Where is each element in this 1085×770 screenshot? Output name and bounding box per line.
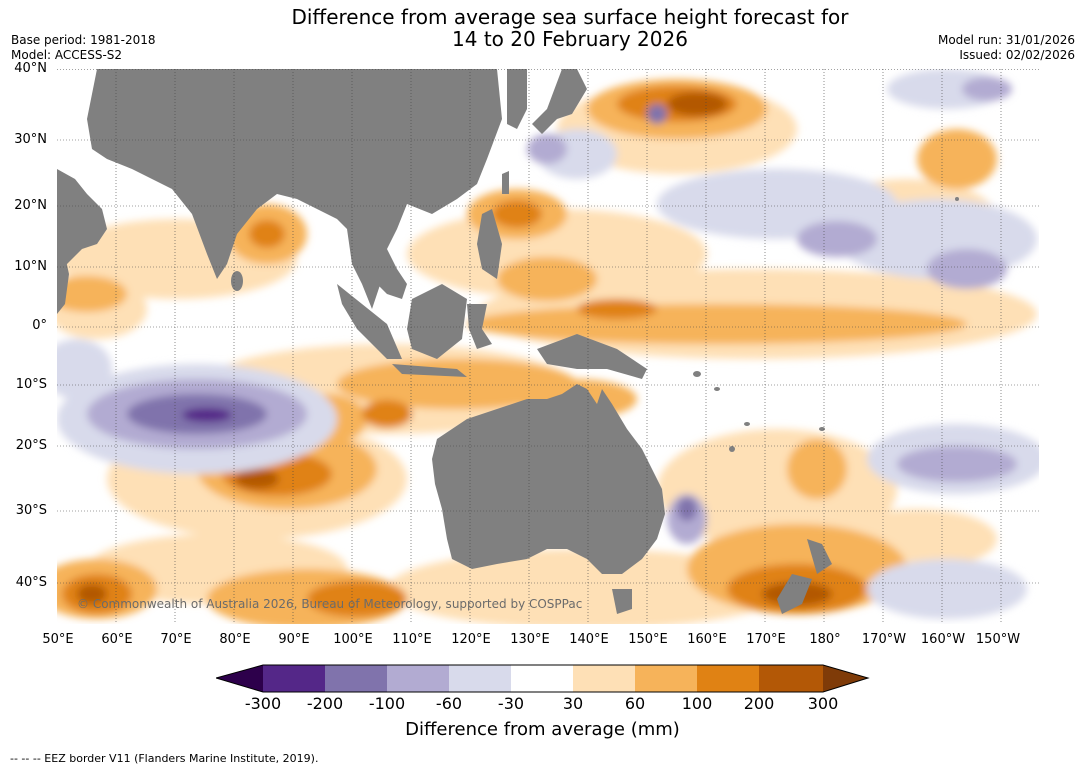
colorbar-segment-8 bbox=[697, 665, 759, 692]
meta-left: Base period: 1981-2018 Model: ACCESS-S2 bbox=[11, 33, 156, 63]
colorbar bbox=[214, 664, 870, 698]
lat-label-0: 0° bbox=[32, 318, 47, 333]
lon-label-130e: 130°E bbox=[510, 632, 550, 647]
lon-label-110e: 110°E bbox=[392, 632, 432, 647]
colorbar-tick-4: -60 bbox=[435, 694, 463, 713]
lon-label-140e: 140°E bbox=[569, 632, 609, 647]
map-svg bbox=[57, 69, 1039, 624]
lon-label-100e: 100°E bbox=[333, 632, 373, 647]
colorbar-segment-4 bbox=[449, 665, 511, 692]
lat-label-30s: 30°S bbox=[15, 503, 47, 518]
colorbar-segment-5 bbox=[511, 665, 573, 692]
colorbar-segment-3 bbox=[387, 665, 449, 692]
colorbar-segment-above-max bbox=[823, 665, 868, 692]
lon-label-120e: 120°E bbox=[451, 632, 491, 647]
colorbar-tick-2: -200 bbox=[306, 694, 344, 713]
colorbar-segment-below-min bbox=[216, 665, 263, 692]
colorbar-segment-6 bbox=[573, 665, 635, 692]
colorbar-segment-9 bbox=[759, 665, 823, 692]
lon-label-80e: 80°E bbox=[219, 632, 251, 647]
colorbar-tick-1: -300 bbox=[244, 694, 282, 713]
colorbar-segment-1 bbox=[263, 665, 325, 692]
lat-label-40s: 40°S bbox=[15, 575, 47, 590]
lat-label-30n: 30°N bbox=[14, 132, 47, 147]
colorbar-outline bbox=[214, 664, 870, 693]
lon-label-180: 180° bbox=[809, 632, 841, 647]
colorbar-tick-8: 100 bbox=[681, 694, 713, 713]
lon-label-170e: 170°E bbox=[746, 632, 786, 647]
colorbar-tick-5: -30 bbox=[497, 694, 525, 713]
title-line-1: Difference from average sea surface heig… bbox=[291, 5, 849, 29]
title-line-2: 14 to 20 February 2026 bbox=[452, 27, 688, 51]
lat-label-20s: 20°S bbox=[15, 438, 47, 453]
colorbar-tick-7: 60 bbox=[624, 694, 646, 713]
lon-label-70e: 70°E bbox=[160, 632, 192, 647]
lon-label-170w: 170°W bbox=[861, 632, 907, 647]
colorbar-tick-6: 30 bbox=[562, 694, 584, 713]
land bbox=[57, 69, 959, 614]
lat-label-10s: 10°S bbox=[15, 377, 47, 392]
colorbar-svg bbox=[214, 664, 870, 693]
copyright-notice: © Commonwealth of Australia 2026, Bureau… bbox=[77, 597, 583, 611]
lon-label-160e: 160°E bbox=[687, 632, 727, 647]
base-period: Base period: 1981-2018 bbox=[11, 33, 156, 47]
colorbar-segment-7 bbox=[635, 665, 697, 692]
model-name: Model: ACCESS-S2 bbox=[11, 48, 123, 62]
lon-label-160w: 160°W bbox=[920, 632, 966, 647]
footnote: -- -- -- EEZ border V11 (Flanders Marine… bbox=[10, 752, 319, 765]
lon-label-50e: 50°E bbox=[42, 632, 74, 647]
colorbar-tick-3: -100 bbox=[368, 694, 406, 713]
lat-label-10n: 10°N bbox=[14, 259, 47, 274]
lat-label-40n: 40°N bbox=[14, 61, 47, 76]
graticule bbox=[57, 69, 1039, 624]
lon-label-150w: 150°W bbox=[975, 632, 1021, 647]
issued-date: Issued: 02/02/2026 bbox=[959, 48, 1075, 62]
model-run: Model run: 31/01/2026 bbox=[937, 33, 1075, 47]
colorbar-segment-2 bbox=[325, 665, 387, 692]
lon-label-150e: 150°E bbox=[628, 632, 668, 647]
colorbar-tick-10: 300 bbox=[807, 694, 839, 713]
lat-label-20n: 20°N bbox=[14, 198, 47, 213]
colorbar-label: Difference from average (mm) bbox=[405, 719, 680, 740]
lon-label-90e: 90°E bbox=[278, 632, 310, 647]
colorbar-tick-9: 200 bbox=[743, 694, 775, 713]
sea-height-map bbox=[57, 69, 1039, 624]
meta-right: Model run: 31/01/2026 Issued: 02/02/2026 bbox=[938, 33, 1075, 63]
anomaly-field bbox=[57, 69, 1039, 624]
lon-label-60e: 60°E bbox=[101, 632, 133, 647]
